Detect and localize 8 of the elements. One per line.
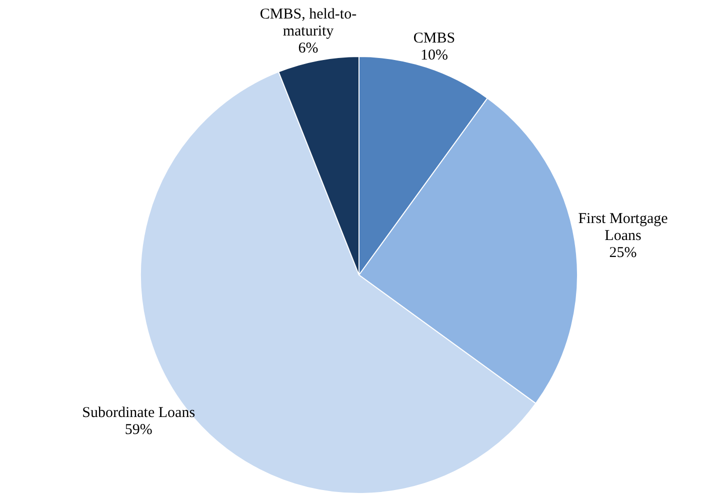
data-label: 25% (609, 245, 637, 262)
slice-label: CMBS (413, 30, 456, 47)
slice-label: First Mortgage Loans (578, 211, 668, 244)
data-label: 59% (124, 422, 152, 438)
data-label: 6% (298, 40, 318, 56)
data-label: 10% (420, 48, 448, 64)
slice-label: Subordinate Loans (82, 405, 196, 422)
slice-label: CMBS, held-to-maturity (260, 6, 357, 40)
